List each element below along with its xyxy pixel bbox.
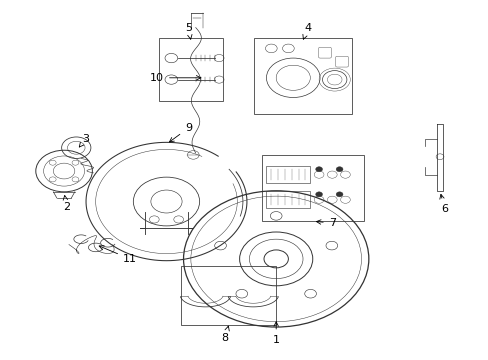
Text: 7: 7 [316,218,335,228]
Bar [159,39,222,101]
Circle shape [315,192,322,197]
Bar [266,191,310,208]
Bar [181,266,276,325]
Text: 8: 8 [221,326,229,343]
Text: 2: 2 [63,195,70,212]
Bar [266,166,310,183]
Text: 4: 4 [302,23,311,39]
Bar [254,39,351,114]
Text: 11: 11 [99,246,137,264]
Bar [261,155,363,221]
Text: 5: 5 [184,23,192,39]
Text: 10: 10 [150,73,201,83]
Text: 9: 9 [169,123,192,142]
Text: 3: 3 [79,134,89,147]
Circle shape [335,192,342,197]
Text: 1: 1 [272,322,279,345]
Circle shape [315,167,322,172]
Circle shape [335,167,342,172]
Text: 6: 6 [439,194,447,214]
